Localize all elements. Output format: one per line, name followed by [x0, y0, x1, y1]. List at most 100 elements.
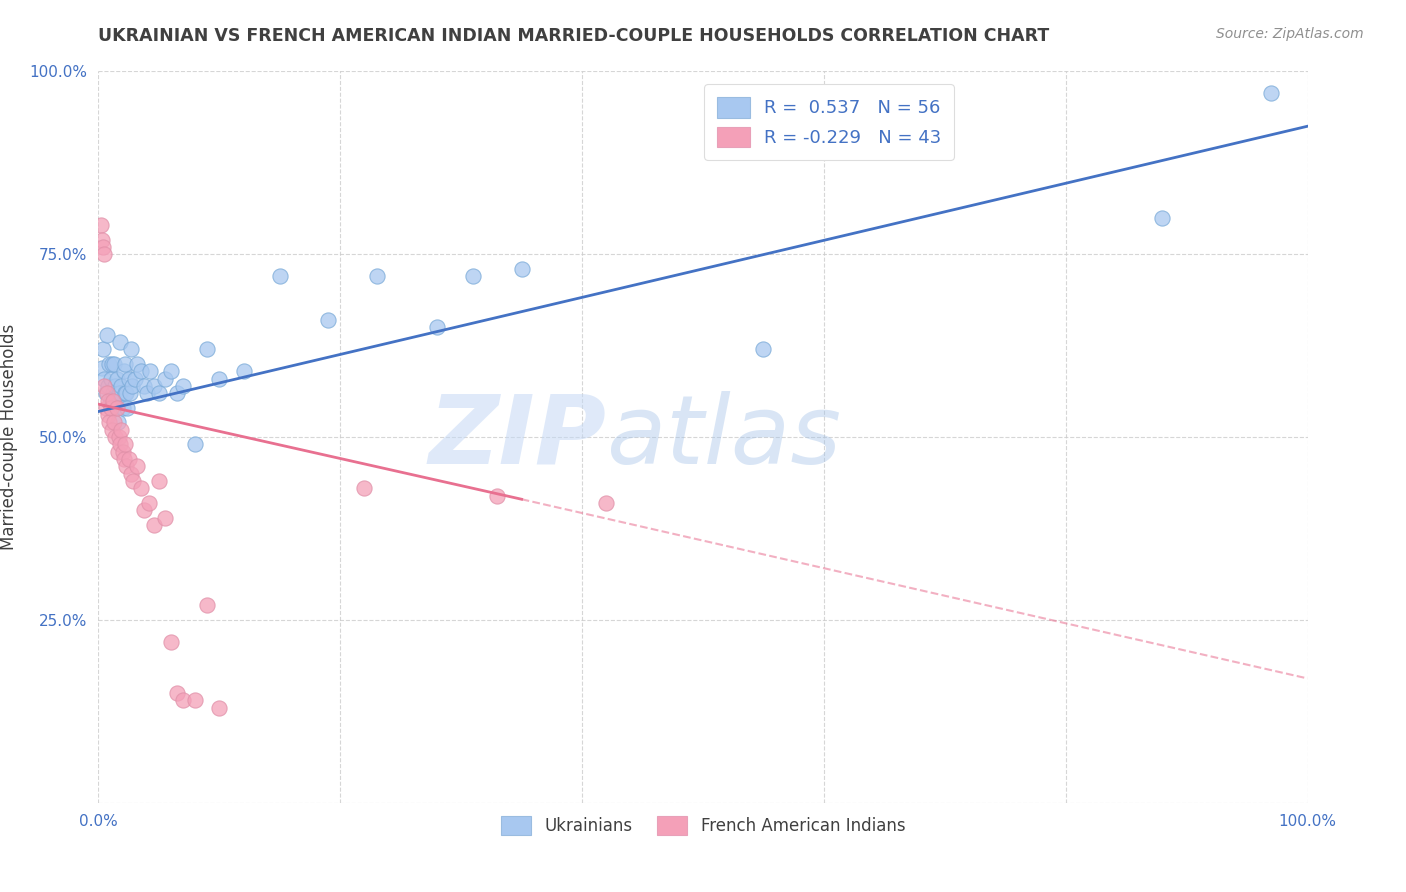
Point	[115, 386, 138, 401]
Point	[166, 386, 188, 401]
Point	[114, 357, 136, 371]
Point	[120, 467, 142, 481]
Point	[208, 371, 231, 385]
Point	[118, 452, 141, 467]
Point	[172, 379, 194, 393]
Point	[111, 401, 134, 415]
Point	[153, 371, 176, 385]
Point	[91, 360, 114, 375]
Point	[138, 496, 160, 510]
Point	[105, 393, 128, 408]
Point	[96, 386, 118, 401]
Point	[129, 364, 152, 378]
Point	[353, 481, 375, 495]
Point	[104, 430, 127, 444]
Point	[114, 386, 136, 401]
Point	[135, 386, 157, 401]
Point	[752, 343, 775, 357]
Point	[103, 357, 125, 371]
Point	[112, 452, 135, 467]
Point	[118, 371, 141, 385]
Point	[107, 444, 129, 458]
Point	[100, 393, 122, 408]
Point	[143, 517, 166, 532]
Point	[97, 408, 120, 422]
Point	[120, 343, 142, 357]
Point	[148, 386, 170, 401]
Point	[134, 379, 156, 393]
Point	[110, 423, 132, 437]
Point	[115, 459, 138, 474]
Point	[107, 416, 129, 430]
Point	[426, 320, 449, 334]
Point	[127, 459, 149, 474]
Point	[93, 379, 115, 393]
Point	[91, 233, 114, 247]
Point	[105, 401, 128, 415]
Point	[108, 386, 131, 401]
Point	[172, 693, 194, 707]
Point	[96, 327, 118, 342]
Point	[1152, 211, 1174, 225]
Text: Source: ZipAtlas.com: Source: ZipAtlas.com	[1216, 27, 1364, 41]
Point	[110, 379, 132, 393]
Y-axis label: Married-couple Households: Married-couple Households	[0, 324, 18, 550]
Text: UKRAINIAN VS FRENCH AMERICAN INDIAN MARRIED-COUPLE HOUSEHOLDS CORRELATION CHART: UKRAINIAN VS FRENCH AMERICAN INDIAN MARR…	[98, 27, 1050, 45]
Point	[127, 357, 149, 371]
Point	[104, 379, 127, 393]
Legend: Ukrainians, French American Indians: Ukrainians, French American Indians	[494, 809, 912, 842]
Point	[232, 364, 254, 378]
Point	[139, 364, 162, 378]
Point	[195, 599, 218, 613]
Text: atlas: atlas	[606, 391, 841, 483]
Point	[114, 437, 136, 451]
Point	[124, 371, 146, 385]
Point	[112, 364, 135, 378]
Point	[195, 343, 218, 357]
Point	[184, 437, 207, 451]
Point	[1260, 87, 1282, 101]
Point	[208, 700, 231, 714]
Point	[94, 386, 117, 401]
Point	[94, 401, 117, 415]
Point	[117, 401, 139, 415]
Point	[97, 379, 120, 393]
Point	[108, 430, 131, 444]
Point	[595, 496, 617, 510]
Point	[98, 357, 121, 371]
Point	[184, 693, 207, 707]
Point	[100, 423, 122, 437]
Point	[103, 416, 125, 430]
Point	[269, 269, 291, 284]
Point	[134, 503, 156, 517]
Point	[160, 364, 183, 378]
Point	[100, 401, 122, 415]
Point	[100, 371, 122, 385]
Point	[316, 313, 339, 327]
Point	[93, 247, 115, 261]
Point	[148, 474, 170, 488]
Point	[105, 371, 128, 385]
Point	[366, 269, 388, 284]
Point	[91, 343, 114, 357]
Point	[93, 371, 115, 385]
Point	[118, 386, 141, 401]
Point	[166, 686, 188, 700]
Point	[153, 510, 176, 524]
Text: ZIP: ZIP	[429, 391, 606, 483]
Point	[121, 379, 143, 393]
Point	[101, 393, 124, 408]
Point	[100, 357, 122, 371]
Point	[510, 261, 533, 276]
Point	[98, 416, 121, 430]
Point	[97, 393, 120, 408]
Point	[122, 474, 145, 488]
Point	[463, 269, 485, 284]
Point	[91, 240, 114, 254]
Point	[143, 379, 166, 393]
Point	[160, 635, 183, 649]
Point	[108, 437, 131, 451]
Point	[101, 386, 124, 401]
Point	[111, 444, 134, 458]
Point	[90, 218, 112, 232]
